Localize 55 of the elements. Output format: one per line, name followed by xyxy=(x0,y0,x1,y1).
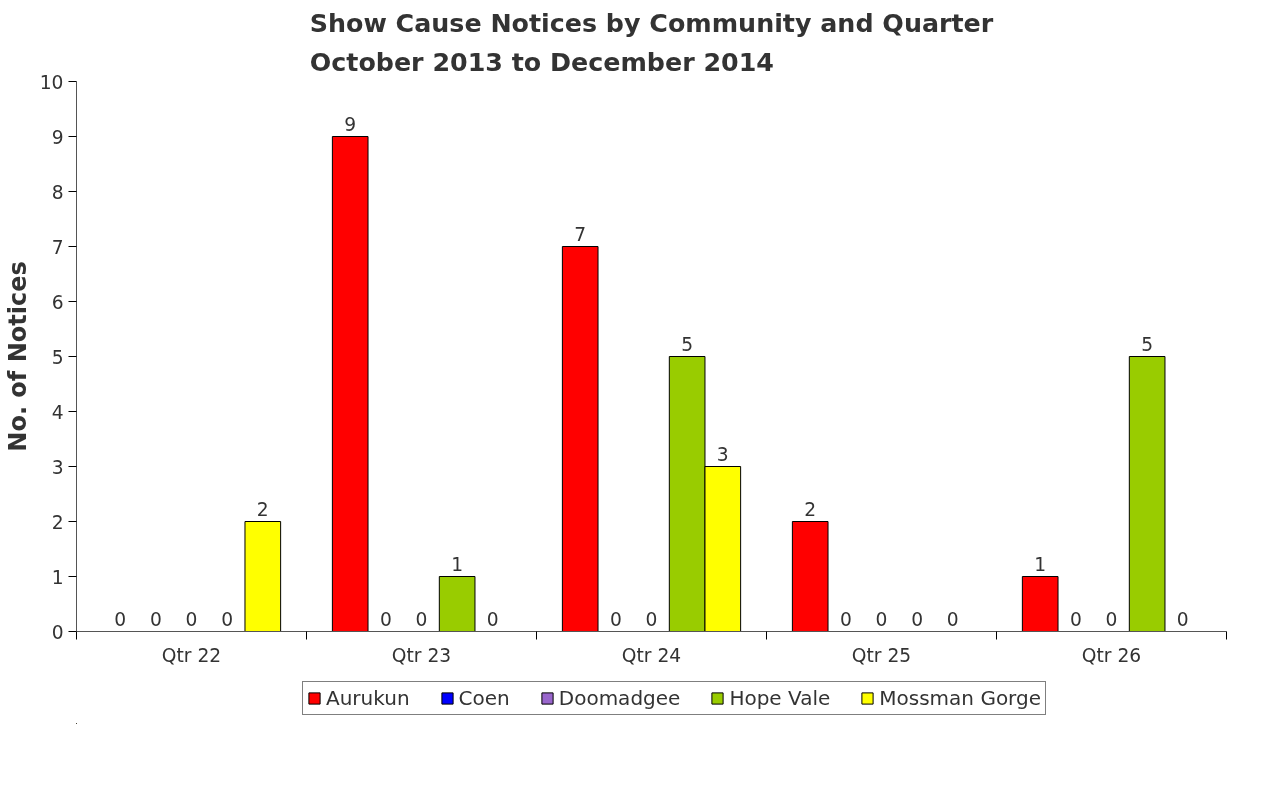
y-tick-label: 6 xyxy=(51,291,64,313)
data-label: 3 xyxy=(716,443,729,465)
data-label: 5 xyxy=(1141,333,1154,355)
data-label: 2 xyxy=(256,498,269,520)
y-tick-label: 0 xyxy=(51,621,64,643)
x-tick-label: Qtr 25 xyxy=(851,644,912,666)
data-label: 0 xyxy=(185,608,198,630)
legend-label: Coen xyxy=(458,686,510,710)
bar xyxy=(438,576,476,632)
x-tick-label: Qtr 26 xyxy=(1081,644,1142,666)
y-tick-label: 7 xyxy=(51,236,64,258)
data-label: 0 xyxy=(946,608,959,630)
bar xyxy=(244,521,282,632)
data-label: 0 xyxy=(1069,608,1082,630)
data-label: 0 xyxy=(221,608,234,630)
y-tick-label: 9 xyxy=(51,126,64,148)
data-label: 2 xyxy=(804,498,817,520)
data-label: 0 xyxy=(1105,608,1118,630)
legend-label: Aurukun xyxy=(326,686,410,710)
data-label: 7 xyxy=(574,223,587,245)
data-label: 0 xyxy=(415,608,428,630)
data-label: 5 xyxy=(681,333,694,355)
data-label: 0 xyxy=(486,608,499,630)
y-tick-label: 5 xyxy=(51,346,64,368)
data-label: 9 xyxy=(344,113,357,135)
y-tick-label: 1 xyxy=(51,566,64,588)
data-label: 0 xyxy=(839,608,852,630)
data-label: 0 xyxy=(379,608,392,630)
chart-title: Show Cause Notices by Community and Quarter October 2013 to December 2014 xyxy=(309,7,994,77)
data-label: 0 xyxy=(609,608,622,630)
x-tick-label: Qtr 22 xyxy=(161,644,222,666)
bar xyxy=(331,136,369,632)
bar xyxy=(561,246,599,632)
y-tick-label: 10 xyxy=(39,71,64,93)
bar xyxy=(791,521,829,632)
data-label: 0 xyxy=(645,608,658,630)
legend-label: Mossman Gorge xyxy=(879,686,1041,710)
legend-label: Hope Vale xyxy=(729,686,831,710)
data-label: 0 xyxy=(114,608,127,630)
y-tick-label: 2 xyxy=(51,511,64,533)
data-label: 0 xyxy=(149,608,162,630)
x-tick-label: Qtr 23 xyxy=(391,644,452,666)
data-label: 1 xyxy=(451,553,464,575)
y-tick-label: 4 xyxy=(51,401,64,423)
x-tick-label: Qtr 24 xyxy=(621,644,682,666)
data-label: 1 xyxy=(1034,553,1047,575)
bar xyxy=(1021,576,1059,632)
bar xyxy=(1128,356,1166,632)
y-tick-label: 8 xyxy=(51,181,64,203)
data-label: 0 xyxy=(1176,608,1189,630)
y-axis-title: No. of Notices xyxy=(3,261,32,452)
y-tick-label: 3 xyxy=(51,456,64,478)
legend-label: Doomadgee xyxy=(558,686,681,710)
data-label: 0 xyxy=(911,608,924,630)
data-label: 0 xyxy=(875,608,888,630)
